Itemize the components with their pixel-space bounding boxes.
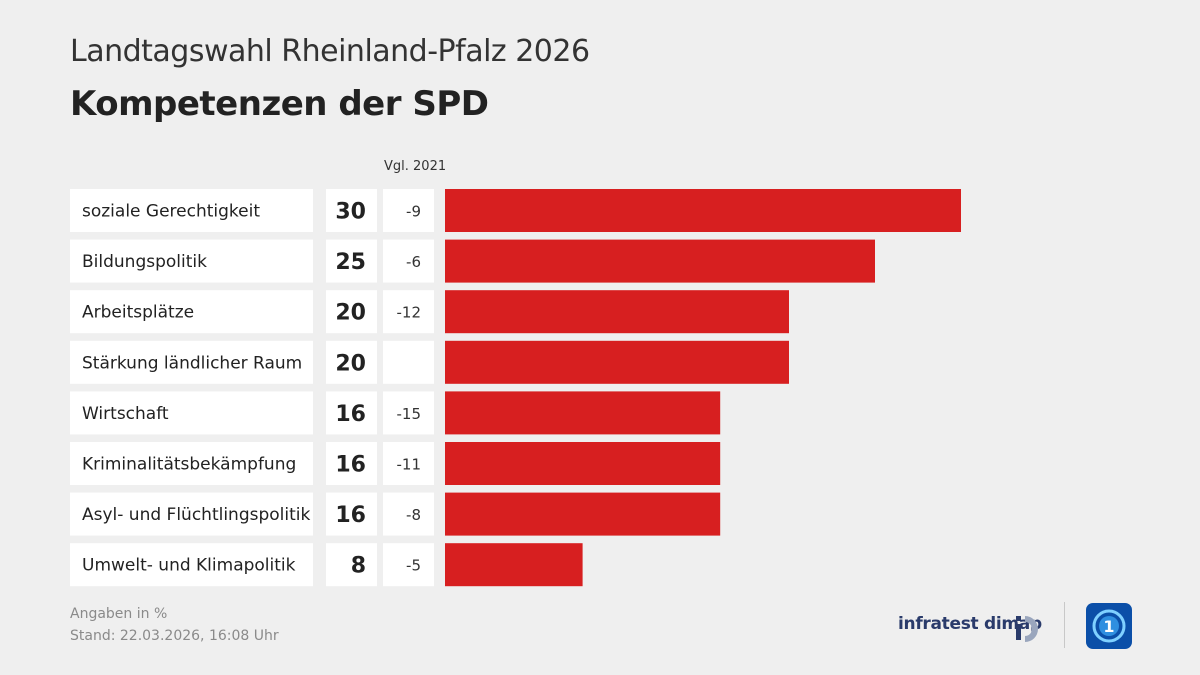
change-cell (383, 290, 434, 334)
value-cell (326, 442, 377, 485)
chart-subtitle: Landtagswahl Rheinland-Pfalz 2026 (70, 34, 590, 69)
change-label: -9 (406, 203, 421, 221)
footnote-unit: Angaben in % (70, 606, 168, 622)
change-cell (383, 442, 434, 485)
bar (445, 442, 721, 485)
row-label-box (70, 239, 313, 283)
bar (445, 391, 721, 435)
row-label-box (70, 543, 313, 587)
value-label: 16 (335, 503, 366, 528)
category-label: Wirtschaft (82, 404, 169, 424)
category-label: Stärkung ländlicher Raum (82, 353, 302, 373)
value-cell (326, 492, 377, 536)
change-label: -11 (397, 456, 422, 474)
bar-chart: soziale Gerechtigkeit 30 -9 Bildungspolitik… (70, 189, 961, 587)
value-cell (326, 340, 377, 384)
change-label: -15 (397, 405, 422, 423)
category-label: Asyl- und Flüchtlingspolitik (82, 505, 311, 525)
value-cell (326, 543, 377, 587)
value-label: 16 (335, 453, 366, 478)
change-label: -8 (406, 506, 421, 524)
change-cell (383, 189, 434, 232)
change-cell (383, 391, 434, 435)
bar (445, 543, 583, 587)
change-cell (383, 239, 434, 283)
bar (445, 290, 789, 334)
value-label: 25 (335, 250, 366, 275)
bar (445, 340, 789, 384)
row-label-box (70, 442, 313, 485)
value-label: 8 (351, 554, 366, 579)
value-cell (326, 391, 377, 435)
infratest-dimap-logo-icon (1016, 616, 1038, 642)
row-label-box (70, 290, 313, 334)
footnote-timestamp: Stand: 22.03.2026, 16:08 Uhr (70, 628, 279, 644)
change-label: -5 (406, 557, 421, 575)
category-label: Arbeitsplätze (82, 303, 194, 323)
row-label-box (70, 340, 313, 384)
change-cell (383, 543, 434, 587)
category-label: Kriminalitätsbekämpfung (82, 455, 296, 475)
comparison-column-header: Vgl. 2021 (384, 159, 447, 174)
value-cell (326, 189, 377, 232)
row-label-box (70, 492, 313, 536)
row-label-box (70, 189, 313, 232)
infratest-dimap-wordmark: infratest dimap (898, 614, 1042, 634)
value-label: 16 (335, 402, 366, 427)
change-cell (383, 492, 434, 536)
category-label: Umwelt- und Klimapolitik (82, 556, 296, 576)
value-label: 30 (335, 200, 366, 225)
chart-title: Kompetenzen der SPD (70, 84, 489, 124)
row-label-box (70, 391, 313, 435)
footer-divider (1064, 602, 1065, 648)
category-label: soziale Gerechtigkeit (82, 202, 260, 222)
value-label: 20 (335, 301, 366, 326)
value-label: 20 (335, 351, 366, 376)
svg-text:1: 1 (1103, 617, 1114, 636)
das-erste-logo-icon: 1 (1086, 603, 1132, 649)
bar (445, 239, 875, 283)
bar (445, 492, 721, 536)
value-cell (326, 239, 377, 283)
change-label: -12 (397, 304, 422, 322)
change-cell (383, 340, 434, 384)
value-cell (326, 290, 377, 334)
change-label: -6 (406, 253, 421, 271)
category-label: Bildungspolitik (82, 252, 207, 272)
bar (445, 189, 961, 232)
